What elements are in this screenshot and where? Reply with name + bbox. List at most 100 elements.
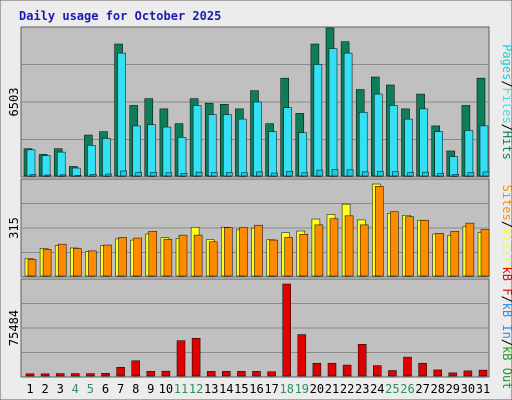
pages-bar — [467, 172, 475, 177]
pages-bar — [165, 172, 173, 177]
day-label: 22 — [340, 382, 354, 396]
sites-bar — [208, 241, 218, 277]
sites-bar — [254, 224, 263, 277]
kb-f-bar — [297, 334, 307, 377]
pages-bar — [195, 171, 203, 177]
files-bar — [192, 105, 202, 177]
day-label: 18 — [279, 382, 293, 396]
day-label: 29 — [446, 382, 460, 396]
sites-bar — [269, 239, 278, 277]
day-label: 30 — [461, 382, 475, 396]
pages-bar — [437, 173, 444, 177]
kbytes-bars — [25, 283, 488, 377]
pages-bar — [301, 172, 309, 177]
legend-separator: / — [500, 221, 512, 228]
files-bar — [358, 112, 368, 177]
kb-f-bar — [71, 373, 80, 377]
sites-bar — [148, 231, 158, 277]
files-bar — [479, 125, 489, 177]
pages-bar — [407, 172, 414, 177]
pages-bar — [210, 172, 218, 177]
files-bar — [102, 138, 111, 177]
sites-bar — [480, 229, 490, 277]
pages-bar — [226, 172, 233, 177]
files-bar — [283, 107, 292, 177]
day-label: 4 — [72, 382, 79, 396]
hits-files-pages-bars — [23, 27, 490, 177]
files-bar — [147, 124, 157, 177]
files-bar — [117, 52, 126, 177]
kb-f-bar — [116, 366, 125, 377]
pages-bar — [361, 171, 369, 177]
pages-bar — [286, 170, 293, 177]
kb-f-bar — [342, 364, 352, 377]
kb-f-bar — [463, 370, 473, 377]
day-label: 3 — [57, 382, 64, 396]
day-label: 8 — [132, 382, 139, 396]
day-label: 2 — [41, 382, 48, 396]
kb-f-bar — [191, 337, 201, 377]
sites-bar — [284, 237, 293, 277]
kb-f-bar — [312, 362, 322, 377]
legend-separator: / — [500, 295, 512, 302]
sites-bar — [73, 248, 82, 277]
legend-sites: Sites — [500, 185, 512, 221]
day-label: 19 — [295, 382, 309, 396]
sites-bar — [359, 224, 369, 277]
day-label: 16 — [249, 382, 263, 396]
chart-title: Daily usage for October 2025 — [19, 9, 221, 23]
files-bar — [177, 137, 187, 177]
files-bar — [87, 145, 96, 177]
sites-bar — [178, 234, 188, 277]
pages-bar — [377, 170, 384, 177]
pages-bar — [59, 174, 67, 177]
files-bar — [328, 48, 338, 177]
pages-bar — [452, 174, 460, 177]
pages-bar — [29, 174, 37, 177]
files-bar — [207, 114, 217, 177]
sites-bar — [435, 233, 444, 277]
day-label: 10 — [159, 382, 173, 396]
day-label: 14 — [219, 382, 233, 396]
kb-f-bar — [176, 340, 186, 377]
files-bar — [223, 114, 232, 177]
day-label: 28 — [430, 382, 444, 396]
files-bar — [72, 167, 81, 177]
day-label: 7 — [117, 382, 124, 396]
day-label: 11 — [174, 382, 188, 396]
pages-bar — [392, 171, 399, 177]
day-label: 17 — [264, 382, 278, 396]
day-label: 23 — [355, 382, 369, 396]
day-label: 24 — [370, 382, 384, 396]
sites-bar — [224, 227, 233, 277]
sites-bar — [314, 224, 324, 277]
kb-f-bar — [373, 365, 382, 377]
legend-kb-in: kB In — [500, 303, 512, 339]
kbytes-legend: kB F/kB In/kB Out — [500, 267, 512, 390]
day-label: 31 — [476, 382, 490, 396]
legend-pages: Pages — [500, 44, 512, 80]
sites-bar — [450, 231, 460, 277]
pages-bar — [271, 172, 278, 177]
kb-f-bar — [478, 369, 488, 377]
day-label: 6 — [102, 382, 109, 396]
pages-bar — [180, 173, 188, 177]
kb-f-bar — [267, 371, 276, 377]
sites-bar — [88, 250, 97, 277]
day-label: 1 — [26, 382, 33, 396]
visits-sites-bars — [24, 183, 490, 277]
pages-bar — [331, 169, 339, 177]
kb-f-bar — [86, 373, 95, 377]
kb-f-bar — [357, 344, 367, 377]
pages-bar — [346, 169, 354, 177]
legend-visits: Visits — [500, 228, 512, 271]
day-label: 13 — [204, 382, 218, 396]
kb-f-bar — [55, 373, 65, 377]
pages-bar — [150, 172, 158, 177]
files-bar — [374, 93, 383, 177]
pages-bar — [422, 171, 429, 177]
legend-kb-out: kB Out — [500, 346, 512, 389]
files-bar — [132, 125, 141, 177]
sites-bar — [27, 259, 37, 277]
day-label: 21 — [325, 382, 339, 396]
